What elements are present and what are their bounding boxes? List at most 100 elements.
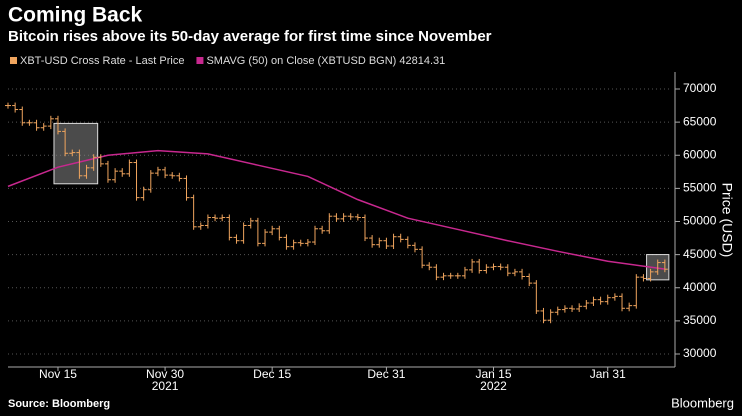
price-bar — [661, 259, 668, 273]
price-bar — [397, 233, 404, 243]
price-bar — [490, 263, 497, 271]
y-tick-label: 70000 — [683, 81, 717, 95]
price-bar — [654, 259, 661, 275]
price-bar — [440, 272, 447, 281]
year-label: 2021 — [152, 379, 179, 393]
price-bar — [533, 280, 540, 314]
price-bar — [5, 102, 11, 109]
price-bar — [319, 225, 326, 234]
price-bar — [197, 222, 204, 230]
moving-average-line — [7, 149, 665, 270]
price-bar — [104, 160, 111, 183]
y-tick-label: 60000 — [683, 147, 717, 161]
price-bar — [647, 268, 654, 282]
price-bar — [83, 164, 90, 179]
x-tick-label: Nov 30 — [146, 367, 184, 381]
price-bar — [69, 149, 76, 157]
price-bar — [62, 128, 69, 157]
price-bar — [376, 237, 383, 248]
price-bar — [326, 213, 333, 234]
price-bar — [519, 268, 526, 280]
price-bar — [33, 119, 40, 131]
price-bar — [262, 229, 269, 247]
price-bar — [147, 170, 154, 193]
price-bar — [554, 306, 561, 316]
legend-swatch — [196, 57, 204, 64]
price-bar — [126, 159, 133, 177]
x-tick-label: Dec 31 — [367, 367, 405, 381]
price-bar — [26, 119, 33, 126]
price-bar — [576, 303, 583, 312]
x-tick-label: Dec 15 — [253, 367, 291, 381]
price-bar — [561, 305, 568, 313]
y-tick-label: 50000 — [683, 214, 717, 228]
price-bar — [354, 213, 361, 221]
price-bar — [133, 159, 140, 201]
price-bar — [97, 154, 104, 167]
price-bar — [454, 272, 461, 279]
price-bar — [411, 242, 418, 253]
price-bar — [112, 168, 119, 183]
source: Source: Bloomberg — [8, 398, 110, 410]
legend-label: SMAVG (50) on Close (XBTUSD BGN) 42814.3… — [206, 55, 445, 67]
x-tick-label: Jan 15 — [475, 367, 511, 381]
price-bar — [383, 237, 390, 250]
price-bar — [333, 213, 340, 222]
price-bar — [283, 234, 290, 250]
highlight-box — [53, 122, 99, 185]
price-bar — [476, 258, 483, 274]
price-bar — [611, 293, 618, 301]
price-bar — [226, 214, 233, 241]
price-bar — [447, 272, 454, 279]
price-bar — [590, 296, 597, 306]
y-tick-label: 45000 — [683, 247, 717, 261]
price-bar — [483, 264, 490, 274]
price-bar — [461, 266, 468, 279]
price-bar — [369, 235, 376, 248]
x-tick-label: Nov 15 — [39, 367, 77, 381]
price-bar — [19, 106, 26, 126]
price-bar — [404, 236, 411, 249]
price-bar — [347, 213, 354, 220]
price-bar — [76, 149, 83, 179]
price-bar — [183, 175, 190, 201]
price-bar — [626, 302, 633, 312]
y-tick-label: 55000 — [683, 181, 717, 195]
y-tick-label: 40000 — [683, 280, 717, 294]
price-bar — [604, 294, 611, 305]
price-bar — [469, 258, 476, 273]
price-bar — [290, 239, 297, 250]
price-bar — [511, 268, 518, 277]
price-bar — [176, 172, 183, 182]
price-bar — [569, 305, 576, 312]
y-tick-label: 30000 — [683, 346, 717, 360]
price-bar — [633, 274, 640, 309]
price-bar — [390, 233, 397, 250]
price-bar — [547, 309, 554, 324]
x-tick-label: Jan 31 — [590, 367, 626, 381]
price-bar — [204, 214, 211, 229]
price-bar — [169, 172, 176, 179]
price-bar — [162, 166, 169, 179]
chart-title: Coming Back — [8, 4, 143, 27]
chart-subtitle: Bitcoin rises above its 50-day average f… — [8, 28, 492, 45]
price-bar — [312, 225, 319, 246]
legend-label: XBT-USD Cross Rate - Last Price — [20, 55, 184, 67]
price-bar — [269, 225, 276, 236]
price-bar — [190, 194, 197, 230]
price-bar — [540, 307, 547, 324]
price-bar — [297, 239, 304, 247]
y-axis-label: Price (USD) — [719, 183, 735, 258]
price-bar — [304, 239, 311, 247]
price-bar — [276, 225, 283, 241]
price-bar — [497, 263, 504, 271]
price-bar — [247, 217, 254, 229]
price-bar — [90, 154, 97, 171]
price-bar — [619, 293, 626, 312]
price-bar — [433, 264, 440, 281]
price-bar — [233, 234, 240, 244]
price-bar — [140, 186, 147, 201]
price-bar — [640, 274, 647, 282]
price-bar — [219, 214, 226, 222]
